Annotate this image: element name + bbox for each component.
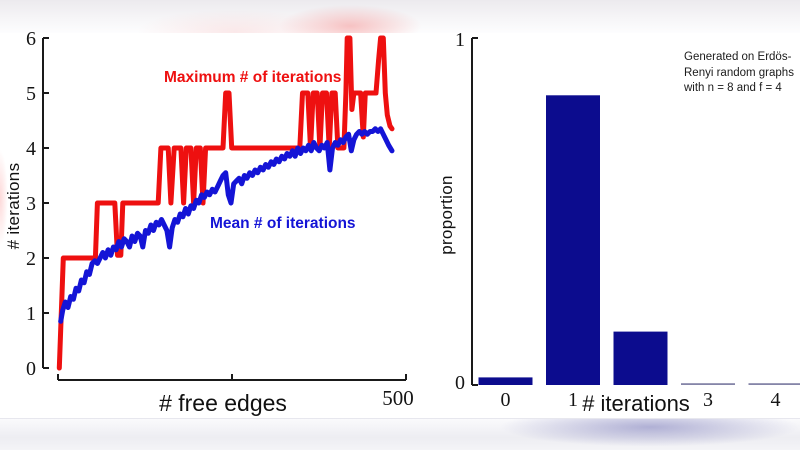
bottom-gradient-band xyxy=(0,418,800,450)
annotation-line-2: Renyi random graphs xyxy=(684,66,794,79)
svg-text:3: 3 xyxy=(703,389,713,411)
svg-text:5: 5 xyxy=(26,83,36,105)
legend-maximum-iterations: Maximum # of iterations xyxy=(164,69,342,86)
svg-text:3: 3 xyxy=(26,193,36,215)
svg-text:1: 1 xyxy=(26,303,36,325)
annotation-line-3: with n = 8 and f = 4 xyxy=(684,82,782,94)
svg-text:2: 2 xyxy=(26,248,36,270)
svg-text:0: 0 xyxy=(26,358,36,380)
bar-chart-y-axis-label: proportion xyxy=(437,175,456,255)
svg-text:500: 500 xyxy=(382,386,414,410)
svg-text:4: 4 xyxy=(771,389,781,411)
svg-text:4: 4 xyxy=(26,138,36,160)
svg-text:1: 1 xyxy=(455,29,465,51)
top-gradient-band xyxy=(0,0,800,33)
line-chart-y-axis-label: # iterations xyxy=(4,162,23,250)
bar-chart-canvas: 0 1 0 1 3 4 xyxy=(455,29,800,411)
svg-text:0: 0 xyxy=(455,372,465,394)
svg-text:1: 1 xyxy=(568,389,578,411)
bar-chart-figure: 0 1 0 1 3 4 proportion # iterations Generated… xyxy=(430,0,800,450)
svg-text:0: 0 xyxy=(501,389,511,411)
line-chart-canvas: 0 1 2 3 4 5 6 500 xyxy=(26,28,414,410)
svg-text:6: 6 xyxy=(26,28,36,50)
generated-on-annotation: Generated on Erdös- Renyi random graphs … xyxy=(684,50,800,97)
line-chart-x-axis-label: # free edges xyxy=(159,390,287,416)
legend-mean-iterations: Mean # of iterations xyxy=(210,215,356,232)
bar-chart-x-axis-label: # iterations xyxy=(582,391,690,416)
annotation-line-1: Generated on Erdös- xyxy=(684,51,792,63)
line-chart-figure: 0 1 2 3 4 5 6 500 # iterations # free edges Max… xyxy=(4,28,414,416)
